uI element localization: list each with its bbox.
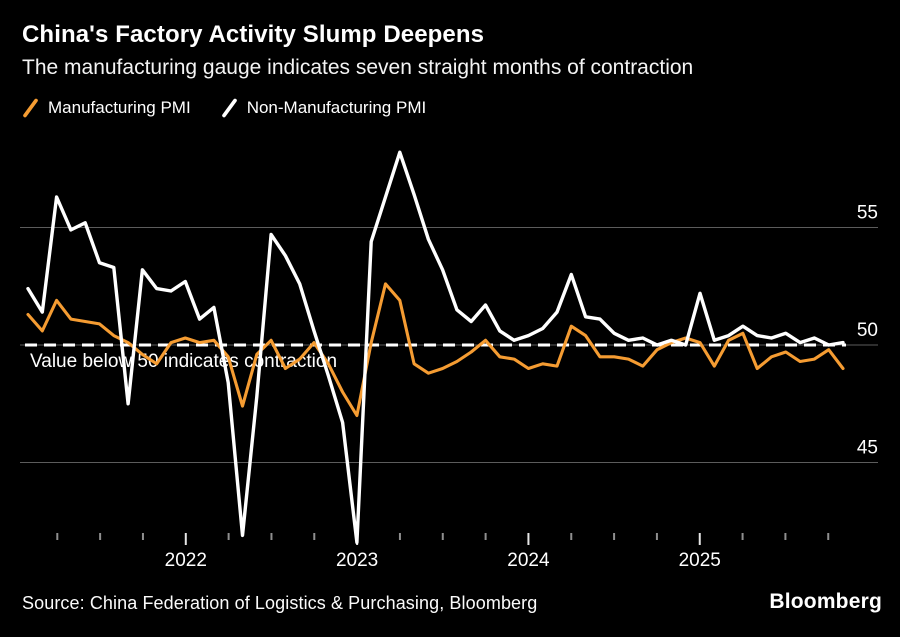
x-tick-label-2024: 2024 [507,550,550,571]
x-axis-ticks [56,533,830,545]
source-attribution: Source: China Federation of Logistics & … [22,593,538,613]
line-manufacturing-pmi [26,282,845,418]
chart-title: China's Factory Activity Slump Deepens [22,21,485,48]
x-tick-label-2022: 2022 [165,550,207,571]
y-tick-label-50: 50 [857,320,878,341]
x-tick-label-2023: 2023 [336,550,378,571]
y-tick-label-45: 45 [857,438,878,459]
line-non-manufacturing-pmi [26,150,845,545]
bloomberg-logo: Bloomberg [769,590,882,613]
manufacturing-line-swatch-icon [23,98,38,118]
legend-label-non-manufacturing: Non-Manufacturing PMI [246,98,427,117]
non-manufacturing-line-swatch-icon [221,98,237,118]
y-tick-label-55: 55 [857,203,878,224]
chart-legend: Manufacturing PMI Non-Manufacturing PMI [22,97,426,119]
chart-subtitle: The manufacturing gauge indicates seven … [22,56,694,79]
x-axis-year-labels: 2022 2023 2024 2025 [165,550,721,571]
series-lines [26,150,845,545]
x-tick-label-2025: 2025 [679,550,721,571]
legend-label-manufacturing: Manufacturing PMI [48,98,191,117]
y-axis-value-labels: 55 50 45 [857,203,878,459]
legend-item-manufacturing: Manufacturing PMI [22,97,191,119]
contraction-annotation: Value below 50 indicates contraction [30,351,337,372]
legend-item-non-manufacturing: Non-Manufacturing PMI [221,97,427,119]
